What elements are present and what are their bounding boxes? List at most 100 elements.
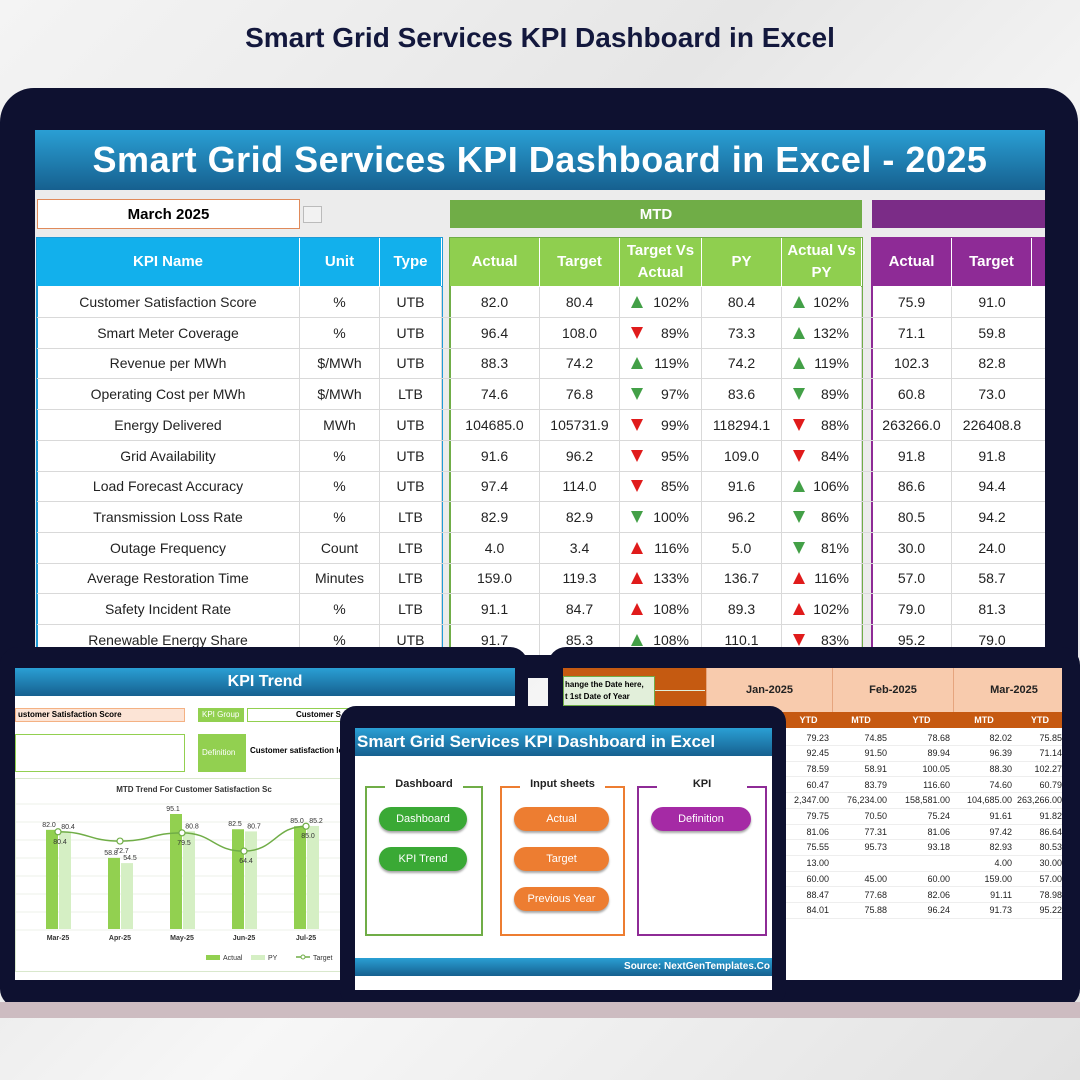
ytd-header <box>872 200 1045 228</box>
percent-text: 116% <box>814 570 849 587</box>
table-cell: 118294.1 <box>702 409 782 440</box>
arrow-shape <box>793 388 805 401</box>
table-cell: 71.1 <box>872 317 952 348</box>
table-cell: 71.14 <box>1039 748 1062 759</box>
table-cell: 75.9 <box>872 287 952 317</box>
percent-text: 102% <box>813 294 849 310</box>
arrow-shape <box>793 326 805 339</box>
name-box <box>15 734 185 772</box>
status-cell: 102% <box>782 594 862 624</box>
percent-text: 85% <box>660 478 689 495</box>
table-cell: 76,234.00 <box>846 795 887 806</box>
table-cell: 57.0 <box>872 563 952 594</box>
nav-button[interactable]: KPI Trend <box>379 847 467 871</box>
status-cell: 106% <box>782 471 862 502</box>
arrow-shape <box>631 480 643 493</box>
kpi-name: Safety Incident Rate <box>37 594 300 624</box>
status-arrow <box>631 449 643 462</box>
status-arrow <box>631 510 643 523</box>
table-cell: 110.1 <box>702 624 782 655</box>
month-selector[interactable]: March 2025 <box>37 199 300 229</box>
arrow-shape <box>631 418 643 431</box>
table-cell: % <box>300 624 380 655</box>
bar <box>294 826 306 929</box>
table-cell: 226408.8 <box>962 416 1022 433</box>
table-cell: 82.93 <box>989 842 1012 853</box>
arrow-shape <box>631 296 643 308</box>
status-arrow <box>793 510 805 523</box>
nav-button[interactable]: Dashboard <box>379 807 467 831</box>
table-cell: 91.1 <box>450 594 540 624</box>
column-header: Actual <box>450 238 540 286</box>
arrow-shape <box>793 510 805 523</box>
table-cell: 102.3 <box>872 348 952 379</box>
x-tick-label: May-25 <box>170 935 194 942</box>
percent-text: 116% <box>654 539 689 556</box>
arrow-shape <box>793 572 805 585</box>
arrow-shape <box>631 572 643 585</box>
table-cell: 159.0 <box>450 563 540 594</box>
percent-text: 84% <box>820 447 849 464</box>
table-cell: 108.0 <box>540 317 620 348</box>
table-cell: 73.0 <box>978 386 1006 403</box>
table-cell: 74.2 <box>540 348 620 379</box>
table-cell: 89.3 <box>702 594 782 624</box>
percent-text: 133% <box>653 570 689 587</box>
group-title: Input sheets <box>520 778 605 790</box>
table-cell: 91.6 <box>702 471 782 502</box>
nav-button[interactable]: Definition <box>651 807 751 831</box>
table-cell: 94.2 <box>978 508 1006 525</box>
table-cell: 91.73 <box>989 905 1012 916</box>
table-cell: 74.60 <box>989 779 1012 790</box>
nav-button[interactable]: Previous Year <box>514 887 609 911</box>
table-cell: 70.50 <box>864 811 887 821</box>
target-point <box>302 822 310 830</box>
sheet-title: KPI Trend <box>15 668 515 696</box>
row-line <box>706 760 1062 762</box>
table-cell: 79.75 <box>806 811 829 821</box>
status-cell: 116% <box>782 563 862 594</box>
dropdown-button[interactable] <box>303 206 322 223</box>
bar <box>46 829 58 929</box>
status-arrow <box>631 603 643 615</box>
arrow-shape <box>631 603 643 615</box>
kpi-selector[interactable]: ustomer Satisfaction Score <box>15 708 185 722</box>
month-header: Feb-2025 <box>832 668 953 712</box>
callout: hange the Date here, t 1st Date of Year <box>563 676 655 706</box>
column-header: Actual <box>872 238 952 286</box>
table-cell: 80.53 <box>1039 842 1062 853</box>
table-cell: 81.06 <box>927 826 950 837</box>
table-cell: % <box>300 594 380 624</box>
table-cell: UTB <box>380 317 442 348</box>
row-line <box>706 854 1062 856</box>
table-cell: LTB <box>380 501 442 532</box>
x-tick-label: Jul-25 <box>296 935 316 942</box>
table-cell: 75.85 <box>1039 732 1062 743</box>
table-cell: 75.24 <box>927 811 950 821</box>
table-cell: 60.47 <box>806 779 829 790</box>
table-cell: 82.06 <box>927 889 950 900</box>
table-cell: 58.91 <box>864 763 887 774</box>
target-point <box>240 847 248 855</box>
percent-text: 102% <box>813 601 849 617</box>
nav-button[interactable]: Actual <box>514 807 609 831</box>
nav-button[interactable]: Target <box>514 847 609 871</box>
table-cell: 74.6 <box>450 379 540 410</box>
table-cell: 60.00 <box>806 873 829 884</box>
arrow-shape <box>631 326 643 339</box>
arrow-shape <box>631 510 643 523</box>
table-cell: 60.00 <box>927 873 950 884</box>
arrow-shape <box>793 603 805 615</box>
table-cell: 91.50 <box>864 748 887 759</box>
table-cell: 105731.9 <box>540 409 620 440</box>
status-cell: 89% <box>620 317 702 348</box>
table-cell: 73.3 <box>702 317 782 348</box>
table-cell: 80.4 <box>702 287 782 317</box>
table-cell: 96.4 <box>450 317 540 348</box>
table-cell: 78.59 <box>806 763 829 774</box>
table-cell: 81.06 <box>806 826 829 837</box>
table-cell: 59.8 <box>978 324 1006 341</box>
row-line <box>37 409 1045 411</box>
data-label: 82.0 <box>42 822 56 829</box>
